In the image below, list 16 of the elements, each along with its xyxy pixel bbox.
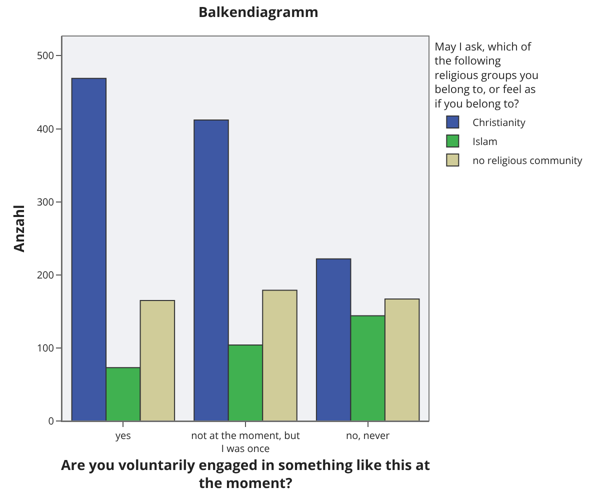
x-tick-label: no, never [346, 428, 390, 442]
y-tick-label: 500 [36, 48, 54, 62]
legend-title: May I ask, which of the following religious groups you belong to, or feel as if you belong to? [434, 39, 539, 112]
y-tick-label: 300 [36, 194, 54, 208]
x-axis-title: Are you voluntarily engaged in something like this at the moment? [60, 456, 430, 493]
legend-label: Islam [472, 134, 498, 148]
legend-label: Christianity [472, 114, 526, 129]
y-tick-label: 400 [36, 121, 54, 136]
chart-title: Balkendiagramm [198, 3, 318, 22]
x-tick-label: yes [115, 428, 132, 442]
y-tick-label: 200 [36, 267, 54, 282]
y-tick-label: 100 [36, 340, 54, 354]
x-tick-label: not at the moment, but I was once [191, 428, 300, 455]
legend-label: no religious community [472, 152, 584, 167]
y-tick-label: 0 [48, 414, 54, 428]
y-axis-title: Anzahl [10, 204, 29, 252]
